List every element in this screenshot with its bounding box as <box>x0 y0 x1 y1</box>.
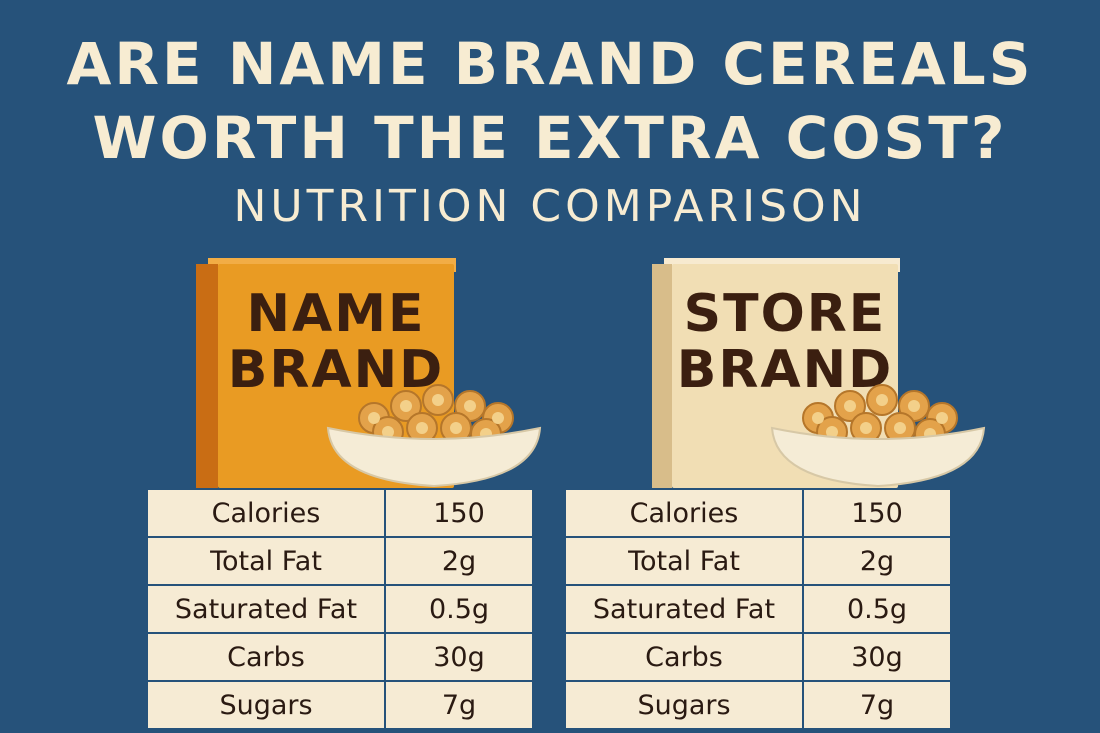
table-row: Saturated Fat 0.5g <box>564 584 952 634</box>
nutrient-value: 7g <box>802 680 952 730</box>
box-side <box>652 264 672 488</box>
table-row: Calories 150 <box>146 488 534 538</box>
nutrient-label: Sugars <box>146 680 386 730</box>
nutrient-label: Carbs <box>146 632 386 682</box>
cereal-bowl-icon <box>326 384 542 488</box>
subtitle: NUTRITION COMPARISON <box>233 181 867 232</box>
nutrient-value: 0.5g <box>802 584 952 634</box>
nutrient-value: 30g <box>802 632 952 682</box>
box-label-line-1: NAME <box>246 284 426 344</box>
headline-line-1: ARE NAME BRAND CEREALS <box>66 30 1034 98</box>
nutrient-label: Saturated Fat <box>564 584 804 634</box>
nutrient-value: 2g <box>802 536 952 586</box>
nutrient-value: 150 <box>802 488 952 538</box>
box-label-line-2: BRAND <box>676 340 894 400</box>
table-row: Carbs 30g <box>564 632 952 682</box>
table-row: Total Fat 2g <box>146 536 534 586</box>
table-row: Sugars 7g <box>564 680 952 730</box>
nutrient-value: 0.5g <box>384 584 534 634</box>
name-brand-nutrition-table: Calories 150 Total Fat 2g Saturated Fat 0.5… <box>146 488 534 730</box>
nutrient-value: 2g <box>384 536 534 586</box>
nutrient-value: 7g <box>384 680 534 730</box>
box-label-line-1: STORE <box>683 284 887 344</box>
nutrient-label: Carbs <box>564 632 804 682</box>
nutrient-label: Saturated Fat <box>146 584 386 634</box>
cereal-bowl-icon <box>770 384 986 488</box>
headline-line-2: WORTH THE EXTRA COST? <box>92 104 1008 172</box>
box-side <box>196 264 218 488</box>
table-row: Saturated Fat 0.5g <box>146 584 534 634</box>
table-row: Carbs 30g <box>146 632 534 682</box>
nutrient-value: 30g <box>384 632 534 682</box>
nutrient-label: Calories <box>146 488 386 538</box>
table-row: Sugars 7g <box>146 680 534 730</box>
box-label-line-2: BRAND <box>227 340 445 400</box>
nutrient-label: Total Fat <box>564 536 804 586</box>
nutrient-label: Sugars <box>564 680 804 730</box>
nutrient-value: 150 <box>384 488 534 538</box>
table-row: Calories 150 <box>564 488 952 538</box>
table-row: Total Fat 2g <box>564 536 952 586</box>
nutrient-label: Calories <box>564 488 804 538</box>
store-brand-nutrition-table: Calories 150 Total Fat 2g Saturated Fat 0.5… <box>564 488 952 730</box>
nutrient-label: Total Fat <box>146 536 386 586</box>
